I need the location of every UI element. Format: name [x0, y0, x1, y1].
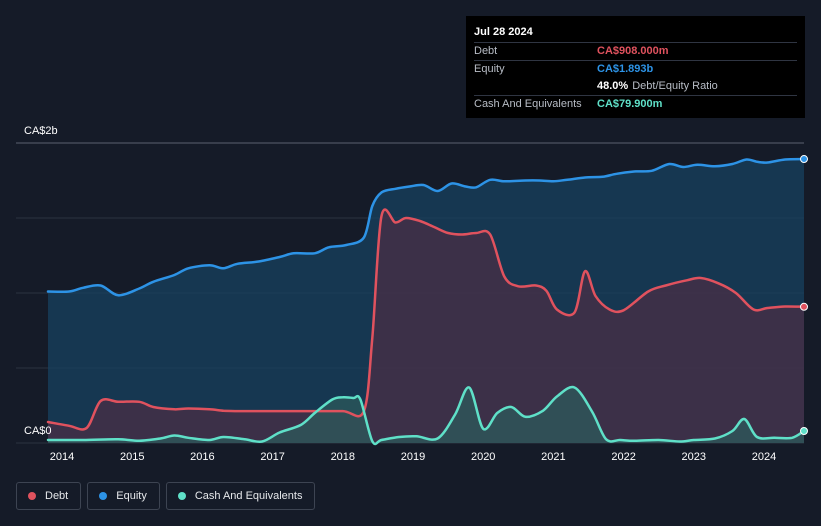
equityend-dot — [800, 155, 808, 164]
x-tick-label: 2019 — [401, 451, 425, 463]
series-end-markers — [800, 155, 808, 436]
x-tick-label: 2014 — [50, 451, 74, 463]
cash-and-equivalentsend-dot — [800, 427, 808, 436]
tooltip-equity-row: Equity CA$1.893b — [474, 60, 797, 78]
tooltip-ratio-label: Debt/Equity Ratio — [632, 80, 718, 92]
x-tick-label: 2021 — [541, 451, 565, 463]
legend-cash-label: Cash And Equivalents — [194, 490, 303, 502]
debtline — [46, 208, 806, 431]
debtend-dot — [800, 302, 808, 311]
legend-debt-label: Debt — [45, 490, 69, 502]
series-areas — [48, 159, 804, 444]
legend-equity-label: Equity — [116, 490, 147, 502]
legend-equity-dot-icon — [99, 492, 108, 500]
x-tick-label: 2022 — [611, 451, 635, 463]
x-tick-label: 2016 — [190, 451, 214, 463]
x-tick-label: 2015 — [120, 451, 144, 463]
tooltip-equity-value: CA$1.893b — [597, 63, 654, 75]
chart-legend: Debt Equity Cash And Equivalents — [16, 482, 316, 510]
legend-cash-dot-icon — [177, 492, 186, 500]
x-tick-label: 2024 — [752, 451, 776, 463]
legend-debt-dot-icon — [28, 492, 36, 500]
x-tick-label: 2017 — [260, 451, 284, 463]
tooltip-debt-label: Debt — [474, 45, 498, 57]
tooltip-ratio-spacer — [474, 78, 597, 95]
series-lines — [46, 157, 806, 446]
tooltip-ratio-row: 48.0% Debt/Equity Ratio — [474, 78, 797, 95]
tooltip-ratio-value: 48.0% — [597, 80, 629, 92]
y-axis-zero-label: CA$0 — [24, 425, 52, 437]
x-tick-label: 2020 — [471, 451, 495, 463]
legend-item-cash[interactable]: Cash And Equivalents — [165, 482, 316, 510]
debtarea — [48, 209, 804, 443]
x-tick-label: 2023 — [682, 451, 706, 463]
x-axis-ticks: 2014 2015 2016 2017 2018 2019 2020 2021 2022 2023… — [50, 451, 776, 463]
tooltip-equity-label: Equity — [474, 63, 505, 75]
data-tooltip: Jul 28 2024 Debt CA$908.000m Equity CA$1… — [466, 16, 805, 118]
tooltip-cash-row: Cash And Equivalents CA$79.900m — [474, 95, 797, 113]
tooltip-cash-value: CA$79.900m — [597, 98, 663, 110]
legend-item-equity[interactable]: Equity — [87, 482, 160, 510]
x-tick-label: 2018 — [331, 451, 355, 463]
tooltip-debt-row: Debt CA$908.000m — [474, 42, 797, 60]
cash-and-equivalentsarea — [48, 387, 804, 444]
tooltip-date: Jul 28 2024 — [474, 26, 533, 38]
tooltip-debt-value: CA$908.000m — [597, 45, 669, 57]
legend-item-debt[interactable]: Debt — [16, 482, 82, 510]
y-axis-max-label: CA$2b — [24, 125, 58, 137]
equityline — [46, 157, 806, 297]
cash-and-equivalentsline — [46, 385, 806, 446]
tooltip-cash-label: Cash And Equivalents — [474, 98, 582, 110]
